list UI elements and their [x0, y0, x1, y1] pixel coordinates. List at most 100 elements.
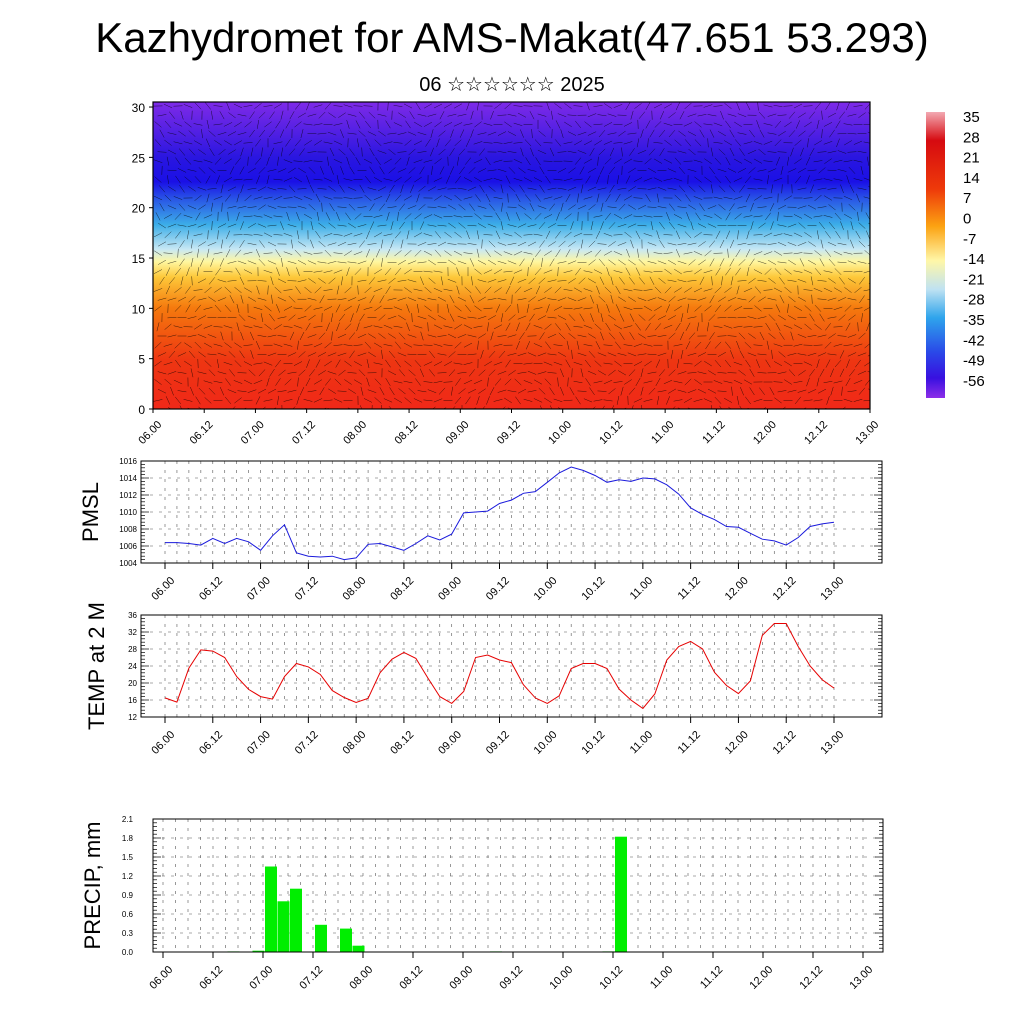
- wind-vector: [773, 381, 783, 383]
- wind-vector: [576, 340, 580, 350]
- colorbar-label: -7: [963, 231, 976, 248]
- wind-vector: [247, 260, 257, 265]
- wind-vector: [753, 251, 763, 256]
- wind-vector: [337, 241, 347, 247]
- wind-vector: [843, 344, 853, 347]
- wind-vector: [375, 248, 381, 258]
- wind-vector: [167, 243, 177, 245]
- wind-vector: [514, 286, 522, 294]
- wind-vector: [336, 175, 340, 185]
- wind-vector: [513, 250, 523, 256]
- y-tick-label: 32: [128, 628, 137, 637]
- wind-vector: [684, 102, 692, 110]
- wind-vector: [709, 332, 715, 340]
- wind-vector: [616, 175, 620, 185]
- wind-vector: [404, 213, 412, 220]
- wind-vector: [253, 306, 263, 310]
- wind-vector: [557, 280, 567, 282]
- wind-vector: [769, 387, 775, 396]
- wind-vector: [710, 147, 714, 157]
- wind-vector: [444, 139, 452, 147]
- wind-vector: [697, 388, 707, 394]
- wind-vector: [320, 166, 324, 175]
- wind-vector: [507, 353, 517, 356]
- wind-vector: [583, 324, 593, 329]
- wind-vector: [604, 157, 612, 165]
- wind-vector: [420, 276, 424, 286]
- wind-vector: [444, 231, 452, 238]
- wind-vector: [337, 352, 347, 357]
- wind-vector: [187, 224, 197, 228]
- wind-vector: [766, 340, 770, 350]
- wind-vector: [373, 215, 383, 218]
- wind-vector: [430, 147, 434, 157]
- wind-vector: [829, 129, 835, 138]
- wind-vector: [597, 114, 607, 117]
- wind-vector: [805, 156, 811, 166]
- wind-vector: [699, 276, 705, 285]
- precip-panel: 0.00.30.60.91.21.51.82.106.00 06.12 07.00 0…: [80, 815, 884, 992]
- wind-vector: [443, 361, 453, 367]
- wind-vector: [250, 147, 254, 157]
- wind-vector: [647, 206, 657, 208]
- wind-vector: [495, 212, 501, 221]
- wind-vector: [487, 259, 497, 265]
- wind-vector: [313, 325, 323, 328]
- wind-vector: [853, 178, 863, 181]
- wind-vector: [487, 315, 497, 321]
- wind-vector: [783, 105, 793, 107]
- wind-vector: [783, 195, 793, 201]
- wind-vector: [586, 102, 590, 111]
- wind-vector: [527, 224, 537, 227]
- wind-vector: [193, 123, 203, 126]
- wind-vector: [707, 388, 717, 394]
- wind-vector: [271, 294, 273, 304]
- x-tick-label: 11.12: [676, 575, 703, 602]
- wind-vector: [525, 340, 531, 350]
- wind-vector: [675, 230, 681, 240]
- wind-vector: [664, 268, 672, 275]
- wind-vector: [778, 314, 786, 321]
- wind-vector: [387, 206, 397, 209]
- wind-vector: [337, 298, 347, 301]
- wind-vector: [475, 286, 481, 294]
- wind-vector: [657, 297, 667, 302]
- wind-vector: [449, 295, 455, 304]
- wind-vector: [740, 387, 744, 396]
- wind-vector: [863, 177, 870, 181]
- x-tick-label: 11.00: [649, 419, 676, 446]
- wind-vector: [439, 111, 445, 120]
- wind-vector: [555, 249, 561, 258]
- wind-vector: [373, 195, 383, 201]
- wind-vector: [255, 139, 261, 147]
- wind-vector: [778, 130, 786, 137]
- wind-vector: [714, 176, 722, 184]
- wind-vector: [793, 232, 803, 237]
- wind-vector: [289, 111, 295, 120]
- wind-vector: [347, 372, 357, 374]
- wind-vector: [337, 333, 347, 339]
- wind-vector: [167, 334, 177, 338]
- wind-vector: [273, 343, 283, 347]
- x-tick-label: 10.00: [547, 964, 575, 992]
- wind-vector: [803, 289, 813, 291]
- x-tick-label: 08.00: [341, 419, 369, 447]
- wind-vector: [625, 267, 631, 276]
- wind-vector: [823, 270, 833, 273]
- wind-vector: [563, 178, 573, 182]
- wind-vector: [777, 241, 787, 247]
- wind-vector: [366, 377, 370, 387]
- wind-vector: [333, 344, 343, 346]
- wind-vector: [637, 225, 647, 227]
- wind-vector: [495, 304, 501, 313]
- wind-vector: [188, 350, 196, 358]
- wind-vector: [313, 123, 323, 126]
- page-title: Kazhydromet for AMS-Makat(47.651 53.293): [95, 14, 929, 61]
- wind-vector: [227, 223, 237, 228]
- wind-vector: [731, 386, 733, 396]
- wind-vector: [207, 334, 217, 338]
- wind-vector: [573, 361, 583, 366]
- wind-vector: [159, 276, 165, 285]
- wind-vector: [813, 178, 823, 181]
- wind-vector: [198, 204, 206, 210]
